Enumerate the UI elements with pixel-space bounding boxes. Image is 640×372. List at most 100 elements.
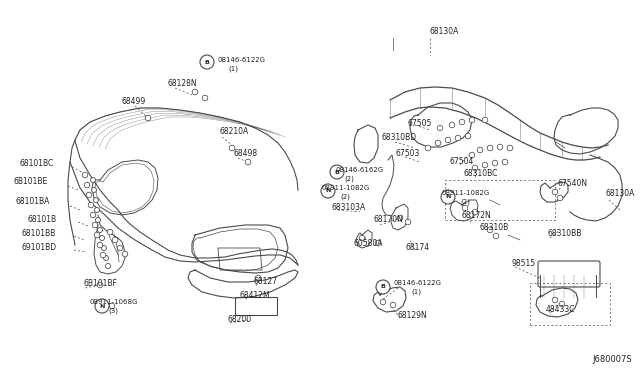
Text: 08146-6122G: 08146-6122G xyxy=(393,280,441,286)
Text: B: B xyxy=(335,170,339,174)
Text: 08146-6122G: 08146-6122G xyxy=(217,57,265,63)
Circle shape xyxy=(84,182,90,188)
Text: 68170N: 68170N xyxy=(373,215,403,224)
Circle shape xyxy=(472,165,478,171)
Circle shape xyxy=(493,233,499,239)
Circle shape xyxy=(492,160,498,166)
Circle shape xyxy=(88,202,94,208)
Text: B: B xyxy=(381,285,385,289)
Circle shape xyxy=(192,89,198,95)
Text: 60580A: 60580A xyxy=(353,238,383,247)
Circle shape xyxy=(502,159,508,165)
Circle shape xyxy=(390,302,396,308)
Text: 48433C: 48433C xyxy=(546,305,575,314)
Circle shape xyxy=(376,280,390,294)
Circle shape xyxy=(425,145,431,151)
Circle shape xyxy=(455,135,461,141)
Circle shape xyxy=(117,245,123,251)
Text: 08911-1082G: 08911-1082G xyxy=(442,190,490,196)
Circle shape xyxy=(507,145,513,151)
Circle shape xyxy=(472,209,478,215)
Circle shape xyxy=(437,125,443,131)
Circle shape xyxy=(487,145,493,151)
Circle shape xyxy=(90,177,95,183)
Text: N: N xyxy=(99,304,105,308)
Text: N: N xyxy=(325,189,331,193)
Circle shape xyxy=(487,227,493,233)
Text: 683103A: 683103A xyxy=(332,202,366,212)
Circle shape xyxy=(99,235,104,241)
Text: 67503: 67503 xyxy=(396,148,420,157)
Text: 6B101BF: 6B101BF xyxy=(83,279,117,289)
Text: 68130A: 68130A xyxy=(606,189,636,199)
Circle shape xyxy=(100,252,106,258)
Circle shape xyxy=(104,256,109,260)
Text: 68310B: 68310B xyxy=(480,222,509,231)
Text: (1): (1) xyxy=(411,289,421,295)
Circle shape xyxy=(109,303,115,309)
Circle shape xyxy=(359,235,365,241)
Text: J680007S: J680007S xyxy=(593,355,632,364)
Circle shape xyxy=(482,162,488,168)
Text: (3): (3) xyxy=(108,308,118,314)
Circle shape xyxy=(112,237,118,243)
Circle shape xyxy=(375,240,381,246)
Circle shape xyxy=(469,117,475,123)
Circle shape xyxy=(122,251,128,257)
Text: B: B xyxy=(205,60,209,64)
Circle shape xyxy=(92,187,97,192)
Circle shape xyxy=(229,145,235,151)
Text: 68310BB: 68310BB xyxy=(547,228,581,237)
Text: (2): (2) xyxy=(344,176,354,182)
Text: 68498: 68498 xyxy=(234,148,258,157)
Circle shape xyxy=(441,190,455,204)
Bar xyxy=(530,283,610,325)
Text: 68128N: 68128N xyxy=(167,78,196,87)
Circle shape xyxy=(255,275,261,281)
Circle shape xyxy=(397,215,403,221)
Circle shape xyxy=(477,147,483,153)
Circle shape xyxy=(202,95,208,101)
Circle shape xyxy=(145,115,151,121)
Text: 69101BD: 69101BD xyxy=(22,243,57,251)
Circle shape xyxy=(482,117,488,123)
Bar xyxy=(445,180,555,220)
Circle shape xyxy=(245,159,251,165)
Circle shape xyxy=(465,133,471,139)
Text: 68101BA: 68101BA xyxy=(16,196,51,205)
Circle shape xyxy=(95,218,100,222)
Circle shape xyxy=(95,299,109,313)
Text: 68210A: 68210A xyxy=(220,126,249,135)
Circle shape xyxy=(552,297,558,303)
Text: 67505: 67505 xyxy=(408,119,433,128)
Text: (1): (1) xyxy=(228,66,238,72)
Text: (2): (2) xyxy=(340,194,350,200)
Text: N: N xyxy=(445,195,451,199)
Circle shape xyxy=(92,222,98,228)
Circle shape xyxy=(321,184,335,198)
Text: 68172N: 68172N xyxy=(462,212,492,221)
Circle shape xyxy=(97,282,103,288)
Circle shape xyxy=(445,137,451,143)
Circle shape xyxy=(559,301,564,307)
Circle shape xyxy=(200,55,214,69)
Text: 08911-1068G: 08911-1068G xyxy=(90,299,138,305)
Text: 67504: 67504 xyxy=(450,157,474,167)
Text: 08146-6162G: 08146-6162G xyxy=(336,167,384,173)
Circle shape xyxy=(405,219,411,225)
Text: 68101BC: 68101BC xyxy=(20,158,54,167)
Text: 98515: 98515 xyxy=(512,259,536,267)
Text: 68101BB: 68101BB xyxy=(22,228,56,237)
Text: 68130A: 68130A xyxy=(430,28,460,36)
Circle shape xyxy=(82,172,88,178)
Text: 68310BC: 68310BC xyxy=(464,170,499,179)
Text: 68174: 68174 xyxy=(405,244,429,253)
Circle shape xyxy=(462,205,468,211)
Text: (2): (2) xyxy=(460,199,470,205)
Circle shape xyxy=(95,208,99,212)
Text: 68127: 68127 xyxy=(253,276,277,285)
Circle shape xyxy=(93,198,99,202)
Text: 68200: 68200 xyxy=(228,314,252,324)
Circle shape xyxy=(97,228,102,232)
Circle shape xyxy=(435,140,441,146)
